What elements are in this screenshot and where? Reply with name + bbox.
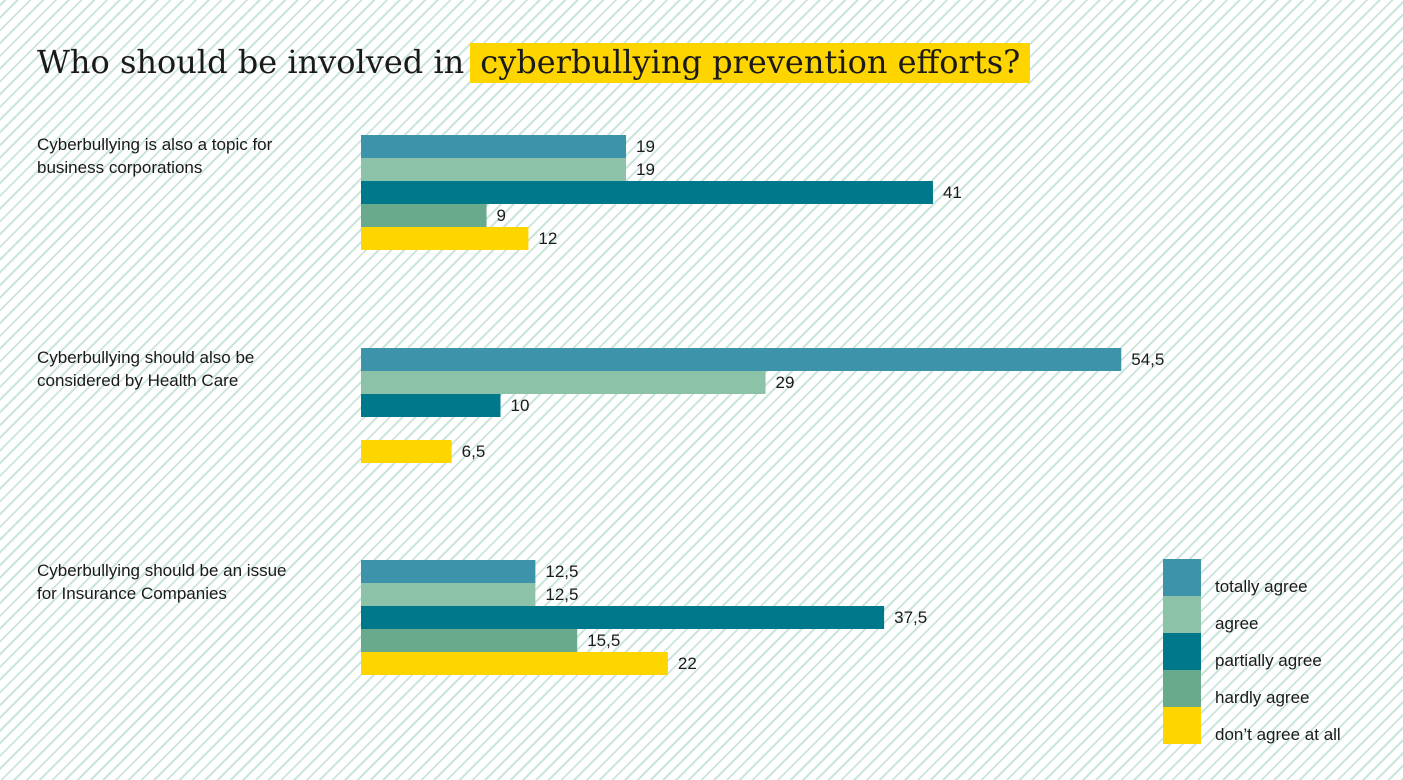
- data-label-partially-agree-group-2: 10: [511, 396, 530, 415]
- group-label-health-care: Cyberbullying should also be considered …: [37, 348, 255, 390]
- data-label-partially-agree-group-1: 41: [943, 183, 962, 202]
- group-label-business: Cyberbullying is also a topic for busine…: [37, 135, 273, 177]
- chart-title: Who should be involved in cyberbullying p…: [37, 40, 1031, 84]
- legend-swatch-hardly-agree: [1163, 670, 1201, 707]
- legend-label-dont-agree: don’t agree at all: [1215, 725, 1341, 744]
- bar-dont-agree-group-1: [361, 227, 529, 250]
- legend-item-agree: agree: [1163, 596, 1403, 633]
- legend-item-dont-agree: don’t agree at all: [1163, 707, 1403, 744]
- legend-item-totally-agree: totally agree: [1163, 559, 1403, 596]
- bar-partially-agree-group-2: [361, 394, 501, 417]
- data-label-hardly-agree-group-1: 9: [497, 206, 506, 225]
- bar-dont-agree-group-3: [361, 652, 668, 675]
- bar-dont-agree-group-2: [361, 440, 452, 463]
- data-label-hardly-agree-group-3: 15,5: [587, 631, 620, 650]
- legend-swatch-agree: [1163, 596, 1201, 633]
- bar-partially-agree-group-1: [361, 181, 933, 204]
- legend-swatch-totally-agree: [1163, 559, 1201, 596]
- legend: totally agree agree partially agree hard…: [1163, 559, 1403, 744]
- data-label-partially-agree-group-3: 37,5: [894, 608, 927, 627]
- data-label-agree-group-2: 29: [776, 373, 795, 392]
- legend-label-partially-agree: partially agree: [1215, 651, 1322, 670]
- legend-label-totally-agree: totally agree: [1215, 577, 1308, 596]
- legend-label-agree: agree: [1215, 614, 1259, 633]
- group-label-insurance: Cyberbullying should be an issue for Ins…: [37, 561, 287, 603]
- title-prefix: Who should be involved in: [37, 43, 465, 81]
- bar-totally-agree-group-3: [361, 560, 536, 583]
- data-label-agree-group-3: 12,5: [545, 585, 578, 604]
- data-label-agree-group-1: 19: [636, 160, 655, 179]
- bar-hardly-agree-group-1: [361, 204, 487, 227]
- legend-swatch-partially-agree: [1163, 633, 1201, 670]
- bar-totally-agree-group-2: [361, 348, 1122, 371]
- title-highlight: cyberbullying prevention efforts?: [470, 43, 1031, 83]
- data-label-totally-agree-group-1: 19: [636, 137, 655, 156]
- data-label-dont-agree-group-2: 6,5: [462, 442, 486, 461]
- legend-swatch-dont-agree: [1163, 707, 1201, 744]
- bar-agree-group-1: [361, 158, 627, 181]
- data-label-totally-agree-group-3: 12,5: [545, 562, 578, 581]
- data-label-dont-agree-group-3: 22: [678, 654, 697, 673]
- legend-label-hardly-agree: hardly agree: [1215, 688, 1310, 707]
- bar-partially-agree-group-3: [361, 606, 885, 629]
- data-label-totally-agree-group-2: 54,5: [1131, 350, 1164, 369]
- bar-hardly-agree-group-3: [361, 629, 578, 652]
- data-label-dont-agree-group-1: 12: [538, 229, 557, 248]
- bar-totally-agree-group-1: [361, 135, 627, 158]
- bar-agree-group-3: [361, 583, 536, 606]
- legend-item-hardly-agree: hardly agree: [1163, 670, 1403, 707]
- bar-agree-group-2: [361, 371, 766, 394]
- legend-item-partially-agree: partially agree: [1163, 633, 1403, 670]
